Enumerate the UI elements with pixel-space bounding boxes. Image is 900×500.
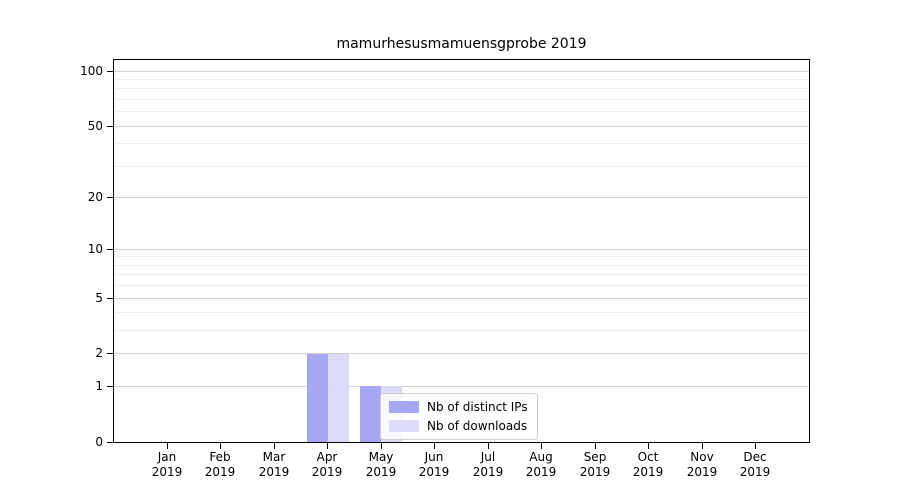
chart-title: mamurhesusmamuensgprobe 2019 xyxy=(336,36,587,52)
y-tick-1 xyxy=(107,386,113,387)
gridline-minor-9 xyxy=(114,256,809,257)
y-tick-20 xyxy=(107,197,113,198)
x-tick-label-mar: Mar 2019 xyxy=(258,450,290,479)
x-tick-nov xyxy=(702,443,703,449)
x-tick-label-nov: Nov 2019 xyxy=(686,450,718,479)
gridline-minor-6 xyxy=(114,285,809,286)
plot-area: Nb of distinct IPs Nb of downloads xyxy=(113,59,810,443)
gridline-minor-90 xyxy=(114,79,809,80)
y-tick-label-0: 0 xyxy=(95,435,103,449)
x-tick-oct xyxy=(648,443,649,449)
x-tick-jan xyxy=(167,443,168,449)
y-tick-label-1: 1 xyxy=(95,379,103,393)
y-tick-label-10: 10 xyxy=(87,242,103,256)
y-tick-label-5: 5 xyxy=(95,291,103,305)
gridline-major-20 xyxy=(114,197,809,198)
y-tick-10 xyxy=(107,249,113,250)
x-tick-label-jul: Jul 2019 xyxy=(472,450,504,479)
bar-distinct-ips-may xyxy=(360,386,382,442)
x-tick-label-jan: Jan 2019 xyxy=(151,450,183,479)
gridline-minor-30 xyxy=(114,166,809,167)
x-tick-label-aug: Aug 2019 xyxy=(525,450,557,479)
legend-item-distinct-ips: Nb of distinct IPs xyxy=(389,400,528,414)
gridline-major-5 xyxy=(114,298,809,299)
x-tick-jun xyxy=(434,443,435,449)
gridline-major-1 xyxy=(114,386,809,387)
gridline-minor-70 xyxy=(114,99,809,100)
legend-label-distinct-ips: Nb of distinct IPs xyxy=(427,400,528,414)
x-tick-label-oct: Oct 2019 xyxy=(632,450,664,479)
x-tick-may xyxy=(381,443,382,449)
legend-item-downloads: Nb of downloads xyxy=(389,419,528,433)
bar-distinct-ips-apr xyxy=(306,353,328,442)
x-tick-label-feb: Feb 2019 xyxy=(204,450,236,479)
x-tick-label-apr: Apr 2019 xyxy=(311,450,343,479)
x-tick-mar xyxy=(274,443,275,449)
gridline-major-2 xyxy=(114,353,809,354)
x-tick-label-sep: Sep 2019 xyxy=(579,450,611,479)
x-tick-label-may: May 2019 xyxy=(365,450,397,479)
gridline-minor-7 xyxy=(114,274,809,275)
gridline-major-100 xyxy=(114,71,809,72)
legend-label-downloads: Nb of downloads xyxy=(427,419,528,433)
y-tick-2 xyxy=(107,353,113,354)
legend: Nb of distinct IPs Nb of downloads xyxy=(380,393,538,440)
y-tick-label-2: 2 xyxy=(95,346,103,360)
legend-swatch-distinct-ips-icon xyxy=(389,401,419,413)
gridline-minor-8 xyxy=(114,265,809,266)
y-tick-50 xyxy=(107,126,113,127)
gridline-major-50 xyxy=(114,126,809,127)
x-tick-aug xyxy=(541,443,542,449)
y-tick-0 xyxy=(107,442,113,443)
x-tick-label-jun: Jun 2019 xyxy=(418,450,450,479)
x-tick-dec xyxy=(755,443,756,449)
gridline-minor-80 xyxy=(114,88,809,89)
bar-downloads-apr xyxy=(327,353,349,442)
gridline-minor-3 xyxy=(114,330,809,331)
x-tick-sep xyxy=(595,443,596,449)
y-tick-label-100: 100 xyxy=(80,64,103,78)
gridline-minor-40 xyxy=(114,143,809,144)
x-tick-feb xyxy=(220,443,221,449)
y-tick-5 xyxy=(107,298,113,299)
y-tick-100 xyxy=(107,71,113,72)
gridline-major-10 xyxy=(114,249,809,250)
y-tick-label-50: 50 xyxy=(87,119,103,133)
x-tick-apr xyxy=(327,443,328,449)
legend-swatch-downloads-icon xyxy=(389,420,419,432)
x-tick-label-dec: Dec 2019 xyxy=(739,450,771,479)
gridline-minor-60 xyxy=(114,111,809,112)
x-tick-jul xyxy=(488,443,489,449)
gridline-minor-4 xyxy=(114,312,809,313)
y-tick-label-20: 20 xyxy=(87,190,103,204)
